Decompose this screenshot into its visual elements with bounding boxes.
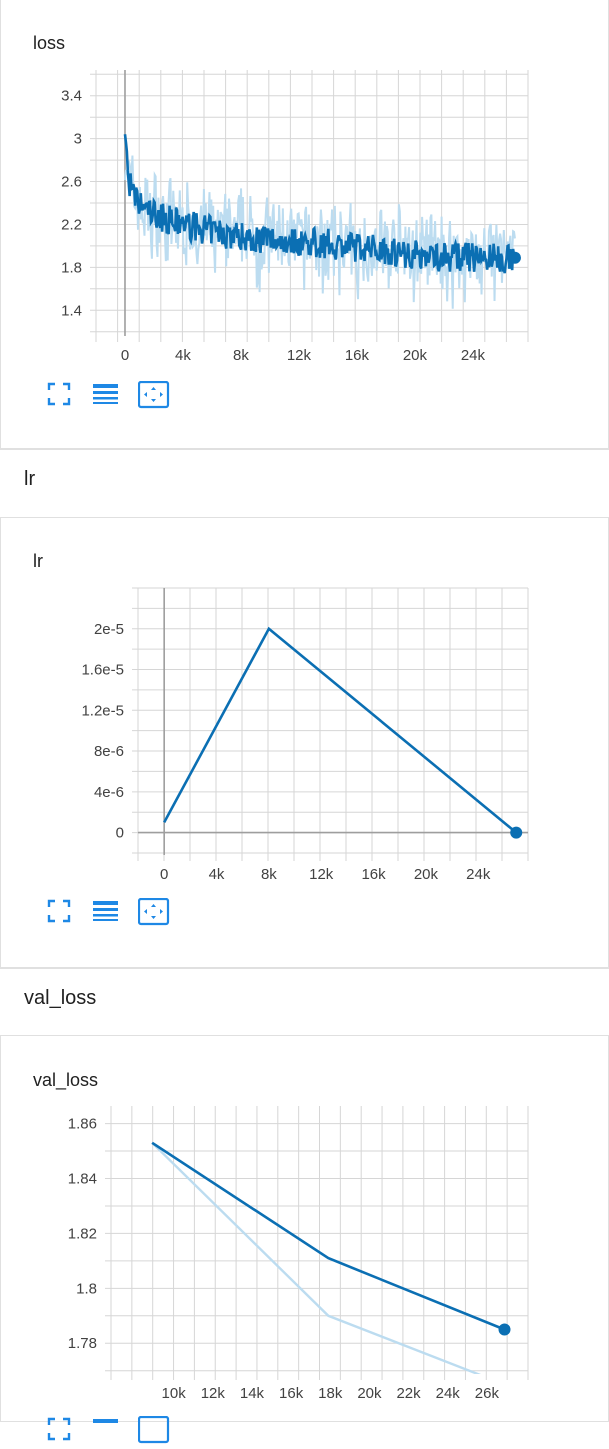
reset-view-button[interactable] [137, 897, 170, 926]
y-tick-label: 1.8 [76, 1280, 97, 1297]
val-loss-section-title: val_loss [24, 987, 97, 1009]
lr-section-header[interactable]: lr [0, 449, 609, 518]
x-tick-label: 4k [209, 866, 225, 883]
toggle-log-scale-icon [93, 901, 119, 921]
y-tick-label: 1.8 [61, 259, 82, 276]
y-tick-label: 2.2 [61, 216, 82, 233]
y-tick-label: 2.6 [61, 174, 82, 191]
x-tick-label: 0 [121, 347, 129, 364]
val-loss-section-header[interactable]: val_loss [0, 968, 609, 1036]
fit-to-data-icon [47, 899, 71, 923]
fit-to-data-icon [47, 382, 71, 406]
x-tick-label: 24k [466, 866, 491, 883]
y-tick-label: 1.86 [68, 1116, 97, 1133]
toggle-log-scale-icon [93, 1419, 119, 1423]
x-tick-label: 16k [361, 866, 386, 883]
y-tick-label: 1.78 [68, 1335, 97, 1352]
lr-chart[interactable]: 0 4k 8k 12k 16k 20k 24k 0 4e-6 8e-6 1.2e-5 1.6e-5 2e… [1, 518, 609, 898]
reset-view-icon [137, 380, 170, 409]
x-tick-label: 12k [287, 347, 312, 364]
x-tick-label: 10k [162, 1385, 187, 1402]
x-tick-label: 22k [396, 1385, 421, 1402]
y-tick-label: 3.4 [61, 88, 82, 105]
last-point-marker [508, 251, 521, 264]
reset-view-button[interactable] [137, 1415, 170, 1444]
toggle-log-scale-button[interactable] [92, 898, 119, 924]
x-tick-label: 16k [345, 347, 370, 364]
reset-view-icon [137, 1415, 170, 1444]
raw-series-line [123, 155, 516, 309]
y-tick-label: 2e-5 [94, 621, 124, 638]
toggle-log-scale-button[interactable] [92, 381, 119, 407]
y-tick-label: 8e-6 [94, 743, 124, 760]
reset-view-button[interactable] [137, 380, 170, 409]
val-loss-card: val_loss 10k 12k 14k 16k 18k 20k 22k 24k 26k 1.78… [0, 1036, 609, 1444]
fit-to-data-button[interactable] [46, 898, 72, 924]
raw-series-line [151, 1141, 482, 1374]
loss-chart[interactable]: 0 4k 8k 12k 16k 20k 24k 1.4 1.8 2.2 2.6 3 3.4 [1, 0, 609, 380]
y-tick-label: 4e-6 [94, 784, 124, 801]
x-tick-label: 18k [318, 1385, 343, 1402]
y-tick-label: 3 [74, 131, 82, 148]
x-tick-label: 8k [233, 347, 249, 364]
y-tick-label: 0 [116, 825, 124, 842]
x-tick-label: 20k [403, 347, 428, 364]
x-tick-label: 12k [201, 1385, 226, 1402]
toggle-log-scale-icon [93, 384, 119, 404]
y-tick-label: 1.2e-5 [81, 702, 124, 719]
y-tick-label: 1.84 [68, 1170, 97, 1187]
fit-to-data-icon [47, 1417, 71, 1441]
lr-section-title: lr [24, 468, 36, 490]
lr-card: lr 0 4k 8k 12k 16k 20k 24k 0 4e-6 8e-6 1.2e-5 1.6e-… [0, 518, 609, 968]
last-point-marker [498, 1323, 511, 1336]
x-tick-label: 8k [261, 866, 277, 883]
fit-to-data-button[interactable] [46, 381, 72, 407]
lr-card-title: lr [33, 551, 43, 571]
reset-view-icon [137, 897, 170, 926]
smoothed-series-line [163, 626, 518, 834]
x-tick-label: 16k [279, 1385, 304, 1402]
x-tick-label: 14k [240, 1385, 265, 1402]
x-tick-label: 12k [309, 866, 334, 883]
x-tick-label: 24k [436, 1385, 461, 1402]
y-tick-label: 1.82 [68, 1225, 97, 1242]
x-tick-label: 4k [175, 347, 191, 364]
x-tick-label: 26k [475, 1385, 500, 1402]
smoothed-series-line [123, 134, 517, 274]
y-tick-label: 1.4 [61, 302, 82, 319]
smoothed-series-line [151, 1141, 505, 1331]
loss-card-title: loss [33, 33, 66, 53]
y-tick-label: 1.6e-5 [81, 662, 124, 679]
x-tick-label: 24k [461, 347, 486, 364]
val-loss-card-title: val_loss [33, 1070, 99, 1090]
fit-to-data-button[interactable] [46, 1416, 72, 1442]
x-tick-label: 0 [160, 866, 168, 883]
toggle-log-scale-button[interactable] [92, 1416, 119, 1442]
loss-card: loss 0 4k 8k 12k 16k 20k 24k 1.4 1.8 2.2 2.6 3 3.4 [0, 0, 609, 449]
x-tick-label: 20k [357, 1385, 382, 1402]
x-tick-label: 20k [414, 866, 439, 883]
last-point-marker [510, 826, 523, 839]
val-loss-chart[interactable]: 10k 12k 14k 16k 18k 20k 22k 24k 26k 1.78 1.8 1.82 1.… [1, 1036, 609, 1422]
